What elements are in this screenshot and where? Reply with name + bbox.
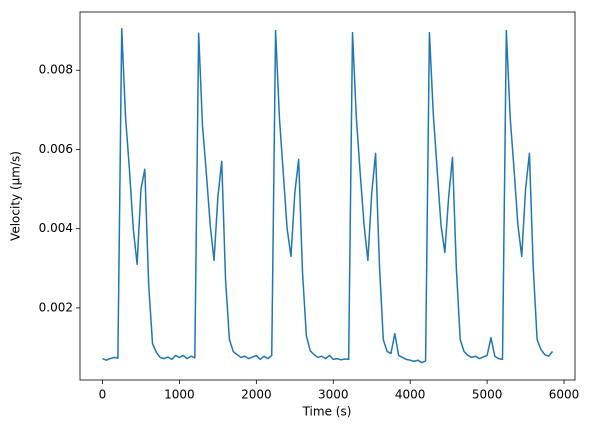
x-tick-label: 1000 (164, 388, 195, 402)
y-tick-label: 0.008 (39, 63, 73, 77)
plot-frame (79, 11, 576, 381)
y-axis-label: Velocity (µm/s) (9, 151, 23, 241)
x-tick-label: 0 (99, 388, 107, 402)
y-tick-label: 0.002 (39, 300, 73, 314)
y-tick-label: 0.006 (39, 142, 73, 156)
x-tick-label: 3000 (318, 388, 349, 402)
x-tick-label: 6000 (549, 388, 580, 402)
x-tick-label: 4000 (395, 388, 426, 402)
y-tick-label: 0.004 (39, 221, 73, 235)
data-line (102, 27, 554, 364)
x-tick-label: 2000 (241, 388, 272, 402)
x-tick-label: 5000 (472, 388, 503, 402)
x-axis-label: Time (s) (302, 405, 352, 419)
